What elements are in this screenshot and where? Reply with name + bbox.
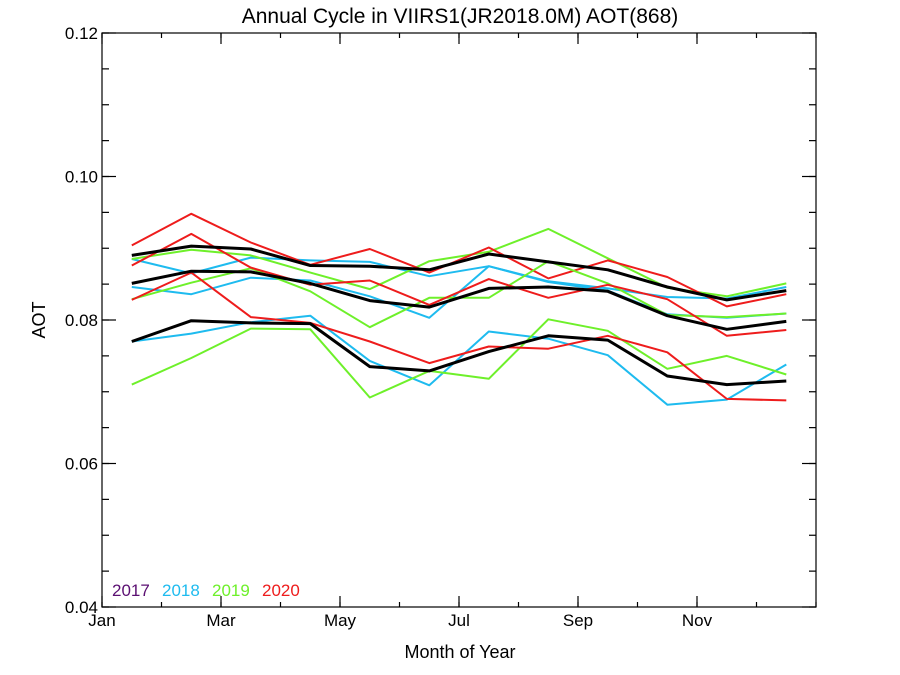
- y-tick-label: 0.08: [65, 311, 98, 330]
- series-line: [131, 314, 787, 406]
- x-tick-label: Sep: [563, 611, 593, 630]
- legend-item: 2020: [262, 581, 300, 600]
- y-tick-label: 0.06: [65, 455, 98, 474]
- series-line: [131, 244, 787, 302]
- series-line: [131, 319, 787, 387]
- y-tick-label: 0.10: [65, 168, 98, 187]
- x-tick-label: Jan: [88, 611, 115, 630]
- chart-title: Annual Cycle in VIIRS1(JR2018.0M) AOT(86…: [242, 5, 679, 28]
- series-line: [131, 269, 787, 331]
- legend-item: 2018: [162, 581, 200, 600]
- x-tick-label: May: [324, 611, 357, 630]
- series-line: [131, 212, 787, 308]
- legend-item: 2019: [212, 581, 250, 600]
- series-line: [131, 318, 787, 399]
- x-tick-label: Mar: [206, 611, 236, 630]
- legend: 2017 2018 2019 2020: [112, 581, 300, 600]
- legend-item: 2017: [112, 581, 150, 600]
- y-tick-label: 0.12: [65, 24, 98, 43]
- series-line: [131, 232, 787, 337]
- y-axis-label: AOT: [29, 301, 49, 338]
- series-line: [131, 271, 787, 402]
- x-tick-label: Jul: [448, 611, 470, 630]
- series-line: [131, 256, 787, 300]
- axis-ticks: Jan Mar May Jul Sep Nov 0.04 0.06 0.08 0.10 0.12: [65, 24, 817, 630]
- x-tick-label: Nov: [682, 611, 713, 630]
- x-axis-label: Month of Year: [404, 642, 515, 662]
- y-tick-label: 0.04: [65, 598, 98, 617]
- series-lines: [131, 212, 787, 406]
